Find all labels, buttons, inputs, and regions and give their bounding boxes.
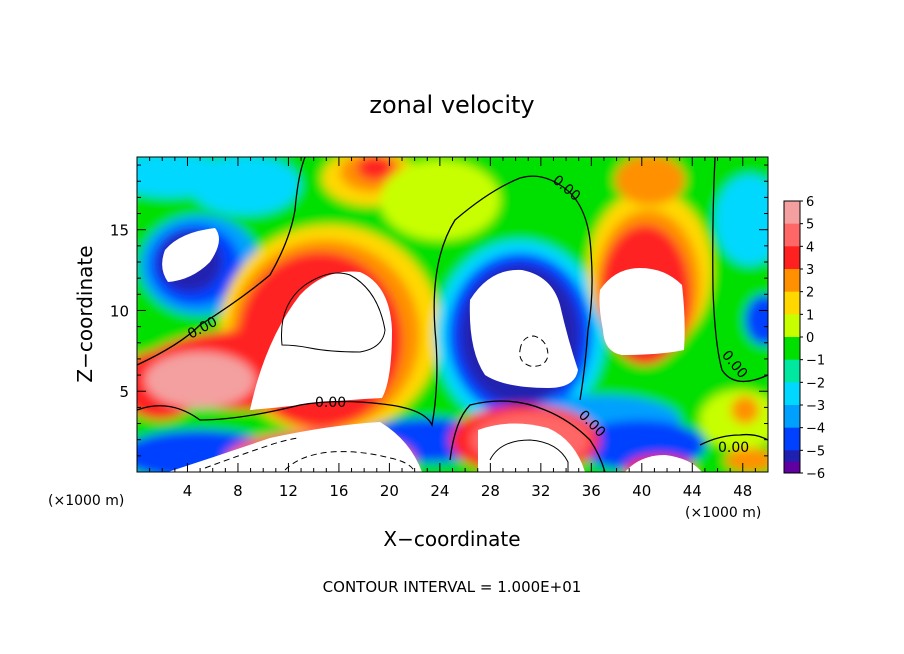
x-tick-label: 20: [380, 482, 399, 500]
x-tick-label: 12: [279, 482, 298, 500]
colorbar-label: 4: [806, 240, 814, 255]
x-tick-label: 48: [733, 482, 752, 500]
colorbar-label: −3: [806, 399, 825, 414]
contour-line: [519, 335, 549, 367]
x-tick-label: 16: [329, 482, 348, 500]
y-tick-label: 15: [110, 222, 129, 240]
chart-title: zonal velocity: [369, 91, 534, 119]
colorbar-label: 5: [806, 218, 814, 233]
positive-contours: [280, 272, 569, 472]
negative-contours: [204, 335, 549, 472]
y-tick-label: 5: [119, 383, 129, 401]
zero-contour: [137, 157, 306, 366]
x-axis: 4 8 12 16 20 24 28 32 36 40 44 48: [149, 157, 756, 500]
x-tick-label: 40: [632, 482, 651, 500]
colorbar: 6 5 4 3 2 1 0 −1 −2 −3 −4 −5 −6: [783, 195, 825, 482]
x-tick-label: 32: [531, 482, 550, 500]
colorbar-label: −4: [806, 422, 825, 437]
colorbar-label: 0: [806, 331, 814, 346]
contour-lines: [137, 157, 768, 472]
contour-interval-note: CONTOUR INTERVAL = 1.000E+01: [323, 578, 582, 596]
x-tick-label: 36: [582, 482, 601, 500]
x-tick-label: 28: [481, 482, 500, 500]
zero-contour: [449, 400, 606, 472]
x-unit-right: (×1000 m): [685, 505, 761, 521]
colorbar-swatch: [784, 201, 800, 225]
colorbar-swatch: [784, 223, 800, 247]
x-tick-label: 24: [430, 482, 449, 500]
saturated-region: [599, 268, 685, 355]
y-tick-label: 10: [110, 302, 129, 320]
saturated-region: [250, 271, 392, 410]
saturated-region: [162, 228, 219, 282]
zero-contour: [712, 157, 768, 382]
colorbar-label: −6: [806, 467, 825, 482]
colorbar-swatch: [784, 427, 800, 451]
x-tick-label: 4: [183, 482, 193, 500]
colorbar-swatch: [784, 337, 800, 361]
colorbar-label: −1: [806, 354, 825, 369]
saturated-region: [625, 455, 702, 472]
colorbar-label: 3: [806, 263, 814, 278]
colorbar-swatch: [784, 291, 800, 315]
velocity-field: [137, 157, 768, 472]
colorbar-label: −5: [806, 444, 825, 459]
x-unit-left: (×1000 m): [48, 493, 124, 509]
colorbar-swatch: [784, 359, 800, 383]
contour-label: 0.00: [315, 395, 346, 411]
colorbar-swatch: [784, 382, 800, 406]
zero-contour: [137, 175, 561, 428]
colorbar-label: 6: [806, 195, 814, 210]
x-tick-label: 8: [233, 482, 243, 500]
saturated-region: [168, 422, 422, 472]
colorbar-label: −2: [806, 376, 825, 391]
colorbar-label: 2: [806, 286, 814, 301]
colorbar-swatch: [784, 405, 800, 429]
contour-line: [284, 451, 416, 472]
colorbar-swatch: [784, 246, 800, 270]
colorbar-swatch: [784, 314, 800, 338]
y-axis-label: Z−coordinate: [73, 245, 97, 382]
colorbar-label: 1: [806, 308, 814, 323]
saturated-region: [478, 423, 585, 472]
contour-line: [280, 272, 386, 353]
y-axis: 5 10 15: [110, 164, 768, 457]
x-axis-label: X−coordinate: [383, 527, 520, 551]
saturated-region: [469, 269, 578, 388]
zero-contour: [699, 433, 768, 446]
contour-label: 0.00: [718, 440, 749, 456]
colorbar-swatch: [784, 269, 800, 293]
zero-contour: [559, 184, 593, 401]
contour-line: [489, 439, 569, 472]
colorbar-swatch: [784, 461, 800, 473]
x-tick-label: 44: [683, 482, 702, 500]
